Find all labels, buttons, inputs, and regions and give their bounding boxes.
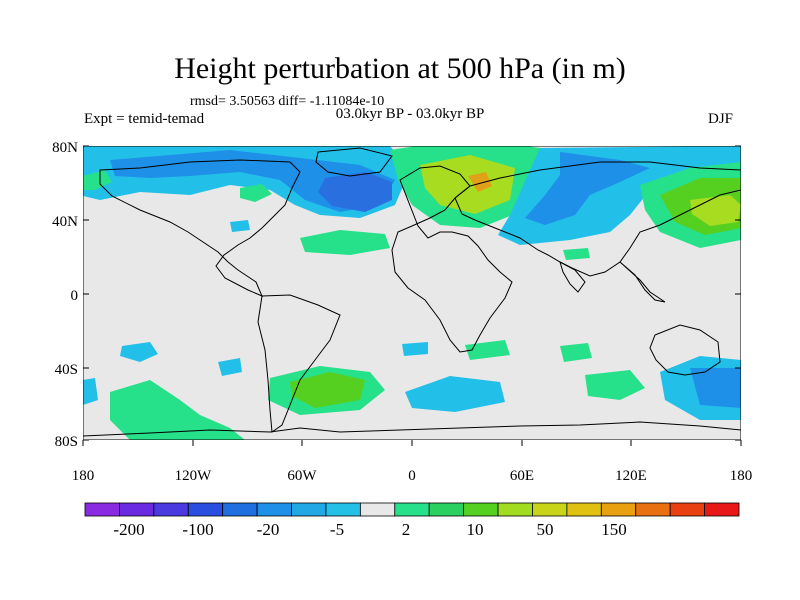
experiment-label: Expt = temid-temad [84, 111, 205, 127]
coast-antarctica [83, 421, 741, 437]
colorbar-swatch [463, 502, 499, 517]
colorbar-swatch [222, 502, 258, 517]
lon-label: 180 [729, 468, 753, 484]
coast-india [559, 260, 586, 293]
field-indian-green-2 [585, 370, 645, 400]
field-south-pacific-blue-2 [218, 358, 242, 376]
field-pacific-yellow [690, 195, 741, 226]
field-south-pacific-green [110, 380, 245, 440]
field-canada-green [240, 184, 272, 202]
lat-label: 40N [52, 214, 78, 230]
field-indian-green-1 [560, 343, 592, 362]
coast-australia [649, 324, 721, 376]
field-asia-mid [525, 152, 650, 225]
colorbar-swatch [497, 502, 533, 517]
coast-south-america [257, 294, 341, 433]
colorbar [84, 502, 740, 517]
lon-label: 60W [287, 468, 317, 484]
field-argentine-light [290, 372, 365, 408]
coast-asia [454, 161, 741, 277]
colorbar-label: 2 [401, 520, 411, 539]
field-arabia-green [563, 248, 590, 260]
axis-ticks [82, 145, 742, 446]
field-australia-mid [690, 368, 741, 408]
colorbar-swatch [187, 502, 224, 517]
lon-label: 180 [71, 468, 95, 484]
field-south-atlantic-green [465, 340, 510, 360]
colorbar-label: -100 [182, 520, 214, 539]
period-label: 03.0kyr BP - 03.0kyr BP [335, 106, 485, 122]
colorbar-label: 10 [466, 520, 484, 539]
colorbar-swatch [359, 502, 396, 517]
colorbar-swatch [325, 502, 361, 517]
colorbar-swatch [600, 502, 637, 517]
colorbar-swatch [119, 502, 155, 517]
field-scandinavia-yellow [420, 155, 515, 214]
lon-label: 120W [174, 468, 212, 484]
colorbar-label: 50 [536, 520, 554, 539]
colorbar-swatch [704, 502, 740, 517]
map-panel [83, 146, 741, 440]
field-nw-green [83, 170, 112, 190]
stats-line: rmsd= 3.50563 diff= -1.11084e-10 [190, 94, 385, 109]
colorbar-swatch [635, 502, 671, 517]
field-pacific-small-blue [230, 220, 250, 232]
lon-label: 120E [615, 468, 647, 484]
coastlines [83, 147, 741, 437]
contour-fields [83, 146, 741, 440]
lat-label: 0 [70, 288, 79, 304]
coast-north-america [99, 159, 301, 297]
field-south-atlantic-blue [402, 342, 428, 356]
colorbar-swatch [84, 502, 120, 517]
colorbar-swatch [532, 502, 568, 517]
map-title: Height perturbation at 500 hPa (in m) [174, 52, 626, 85]
colorbar-swatch [256, 502, 292, 517]
field-scandinavia-orange [468, 172, 492, 192]
coast-greenland [315, 147, 393, 177]
field-south-pacific-blue [120, 342, 158, 362]
field-west-pacific-blue [83, 378, 98, 405]
colorbar-swatch [566, 502, 602, 517]
colorbar-swatch [394, 502, 430, 517]
lon-label: 60E [509, 468, 535, 484]
field-atlantic-green [300, 230, 390, 255]
coast-southeast-asia [619, 261, 666, 303]
lat-label: 40S [54, 362, 78, 378]
field-south-ocean-blue [405, 376, 505, 412]
season-label: DJF [708, 111, 734, 127]
field-atlantic-deep [318, 172, 392, 212]
colorbar-swatch [153, 502, 189, 517]
lat-label: 80N [52, 140, 78, 156]
colorbar-label: -200 [113, 520, 145, 539]
colorbar-label: -20 [256, 520, 280, 539]
colorbar-swatch [428, 502, 465, 517]
lat-label: 80S [54, 434, 78, 450]
lon-label: 0 [408, 468, 416, 484]
colorbar-label: 150 [601, 520, 627, 539]
colorbar-swatch [291, 502, 327, 517]
colorbar-swatch [669, 502, 705, 517]
colorbar-label: -5 [329, 520, 345, 539]
